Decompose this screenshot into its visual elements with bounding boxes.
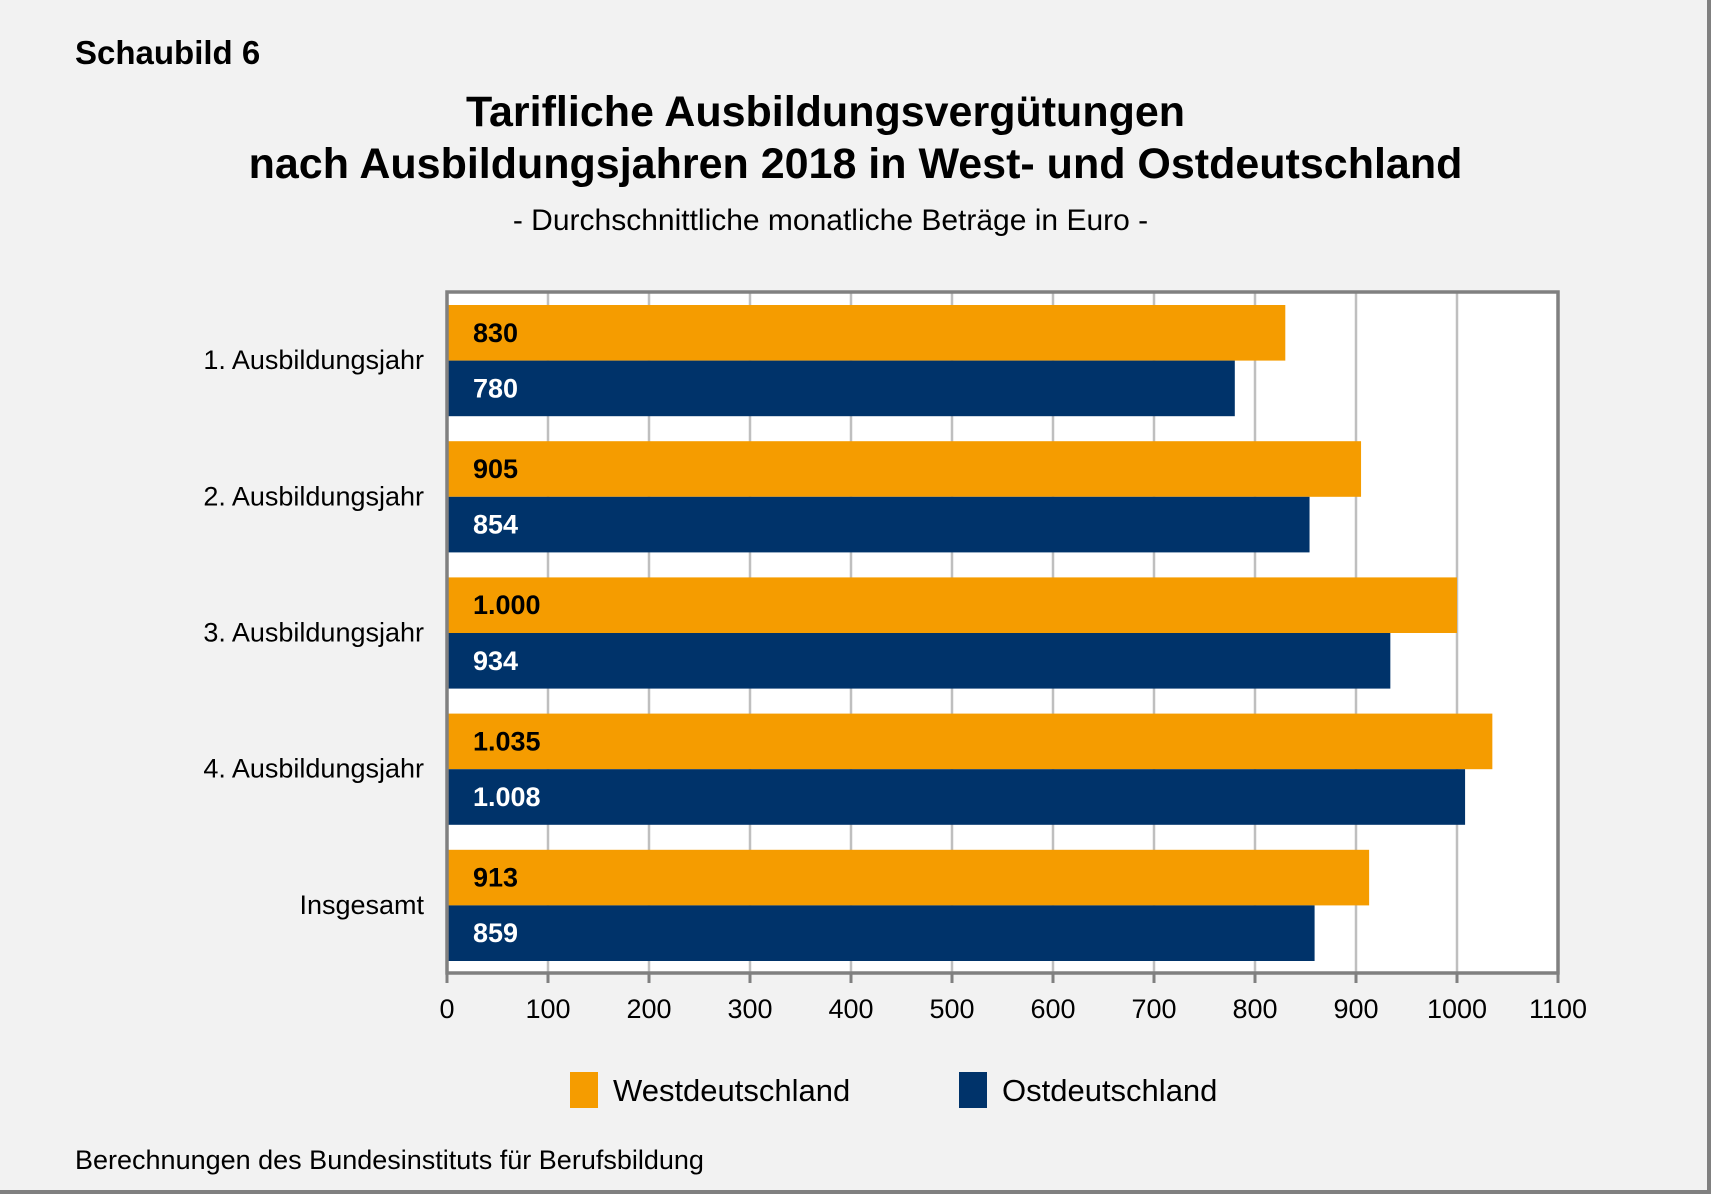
category-label: 3. Ausbildungsjahr — [203, 618, 424, 648]
bar-east — [447, 905, 1315, 961]
data-label-west: 1.035 — [473, 726, 541, 756]
bar-west — [447, 713, 1493, 770]
category-label: Insgesamt — [299, 890, 424, 920]
data-label-east: 934 — [473, 646, 518, 676]
bar-east — [447, 496, 1310, 553]
x-tick-label: 100 — [525, 994, 570, 1024]
x-tick-label: 0 — [439, 994, 454, 1024]
category-label: 4. Ausbildungsjahr — [203, 754, 424, 784]
figure-label: Schaubild 6 — [75, 34, 261, 71]
x-tick-label: 900 — [1333, 994, 1378, 1024]
legend-swatch-west — [570, 1072, 598, 1108]
bar-east — [447, 633, 1391, 689]
x-tick-label: 1100 — [1529, 994, 1587, 1024]
x-tick-label: 500 — [929, 994, 974, 1024]
legend-label-east: Ostdeutschland — [1002, 1073, 1217, 1108]
category-label: 1. Ausbildungsjahr — [203, 345, 424, 375]
x-tick-label: 1000 — [1427, 994, 1487, 1024]
data-label-east: 859 — [473, 918, 518, 948]
bar-west — [447, 305, 1286, 361]
bar-east — [447, 769, 1466, 825]
data-label-east: 854 — [473, 510, 518, 540]
x-tick-label: 700 — [1131, 994, 1176, 1024]
data-label-east: 780 — [473, 373, 518, 403]
x-tick-label: 600 — [1030, 994, 1075, 1024]
data-label-west: 830 — [473, 318, 518, 348]
source-note: Berechnungen des Bundesinstituts für Ber… — [75, 1145, 704, 1175]
bar-west — [447, 577, 1457, 633]
data-label-west: 1.000 — [473, 590, 541, 620]
x-tick-label: 400 — [828, 994, 873, 1024]
chart-title-line-1: Tarifliche Ausbildungsvergütungen — [465, 88, 1186, 136]
bar-west — [447, 441, 1362, 497]
plot-border — [445, 290, 1560, 975]
data-label-west: 905 — [473, 454, 518, 484]
x-tick-label: 800 — [1232, 994, 1277, 1024]
x-tick-label: 200 — [626, 994, 671, 1024]
x-tick-label: 300 — [727, 994, 772, 1024]
bar-east — [447, 360, 1235, 417]
legend-swatch-east — [959, 1072, 987, 1108]
category-label: 2. Ausbildungsjahr — [203, 481, 424, 511]
data-label-east: 1.008 — [473, 782, 541, 812]
data-label-west: 913 — [473, 863, 518, 893]
legend-label-west: Westdeutschland — [613, 1073, 850, 1108]
bar-west — [447, 849, 1370, 906]
chart-subtitle: - Durchschnittliche monatliche Beträge i… — [512, 204, 1149, 237]
chart-title-line-2: nach Ausbildungsjahren 2018 in West- und… — [248, 140, 1463, 188]
